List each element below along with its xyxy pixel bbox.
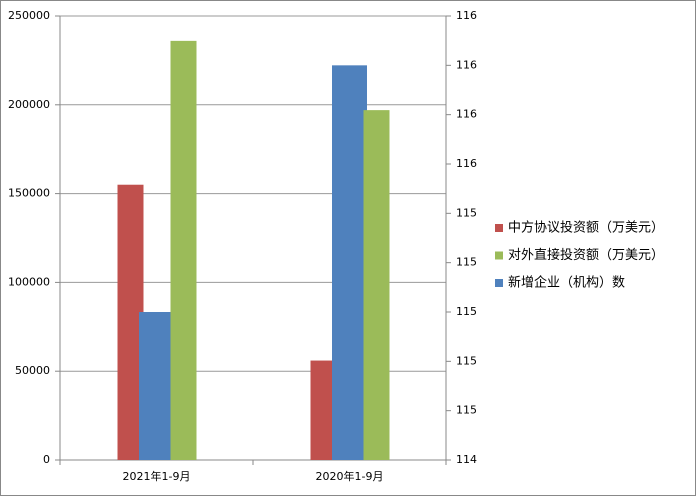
legend-label: 对外直接投资额（万美元） xyxy=(508,247,664,263)
bar xyxy=(170,40,197,460)
legend-swatch xyxy=(495,224,503,232)
y-tick-label: 200000 xyxy=(8,98,50,111)
y2-tick-label: 116 xyxy=(456,157,477,170)
y-tick-label: 0 xyxy=(43,453,50,466)
y2-tick-label: 115 xyxy=(456,354,477,367)
y2-tick-label: 115 xyxy=(456,305,477,318)
y-tick-label: 150000 xyxy=(8,187,50,200)
x-tick-label: 2021年1-9月 xyxy=(123,469,191,483)
y2-tick-label: 116 xyxy=(456,58,477,71)
legend-swatch xyxy=(495,279,503,287)
legend-label: 新增企业（机构）数 xyxy=(508,275,625,291)
y2-tick-label: 115 xyxy=(456,404,477,417)
y2-tick-label: 116 xyxy=(456,9,477,22)
y2-tick-label: 115 xyxy=(456,256,477,269)
x-tick-label: 2020年1-9月 xyxy=(316,469,384,483)
bar xyxy=(139,312,174,460)
legend-label: 中方协议投资额（万美元） xyxy=(508,220,664,236)
y-tick-label: 50000 xyxy=(15,364,50,377)
y-tick-label: 100000 xyxy=(8,275,50,288)
y-tick-label: 250000 xyxy=(8,9,50,22)
y2-tick-label: 116 xyxy=(456,108,477,121)
bar xyxy=(363,110,390,461)
y2-tick-label: 114 xyxy=(456,453,477,466)
legend-swatch xyxy=(495,251,503,260)
bar xyxy=(332,65,367,460)
y2-tick-label: 115 xyxy=(456,206,477,219)
